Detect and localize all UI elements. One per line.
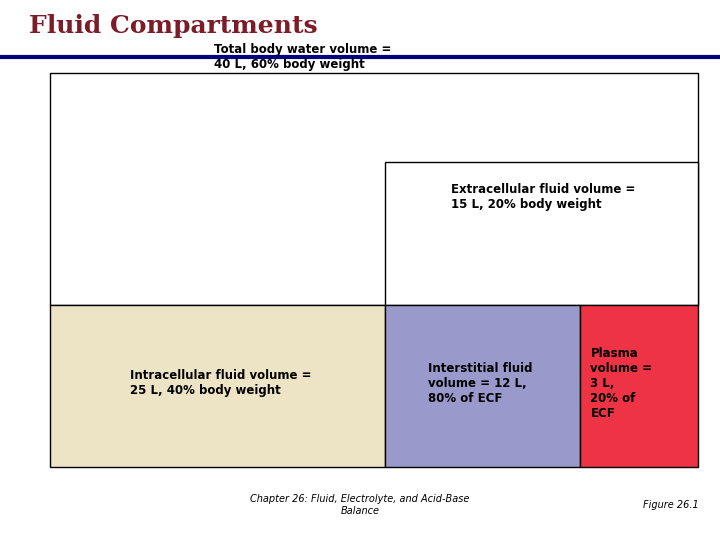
- Text: Fluid Compartments: Fluid Compartments: [29, 14, 318, 37]
- Bar: [50, 73, 698, 305]
- Text: Total body water volume =
40 L, 60% body weight: Total body water volume = 40 L, 60% body…: [214, 43, 391, 71]
- Text: Interstitial fluid
volume = 12 L,
80% of ECF: Interstitial fluid volume = 12 L, 80% of…: [428, 362, 533, 405]
- Text: Extracellular fluid volume =
15 L, 20% body weight: Extracellular fluid volume = 15 L, 20% b…: [451, 183, 636, 211]
- Bar: [580, 305, 698, 467]
- Text: Figure 26.1: Figure 26.1: [643, 500, 698, 510]
- Text: Chapter 26: Fluid, Electrolyte, and Acid-Base
Balance: Chapter 26: Fluid, Electrolyte, and Acid…: [251, 494, 469, 516]
- Bar: [385, 162, 698, 305]
- Bar: [50, 305, 385, 467]
- Text: Plasma
volume =
3 L,
20% of
ECF: Plasma volume = 3 L, 20% of ECF: [590, 347, 652, 420]
- Text: Intracellular fluid volume =
25 L, 40% body weight: Intracellular fluid volume = 25 L, 40% b…: [130, 369, 311, 397]
- Bar: [385, 305, 580, 467]
